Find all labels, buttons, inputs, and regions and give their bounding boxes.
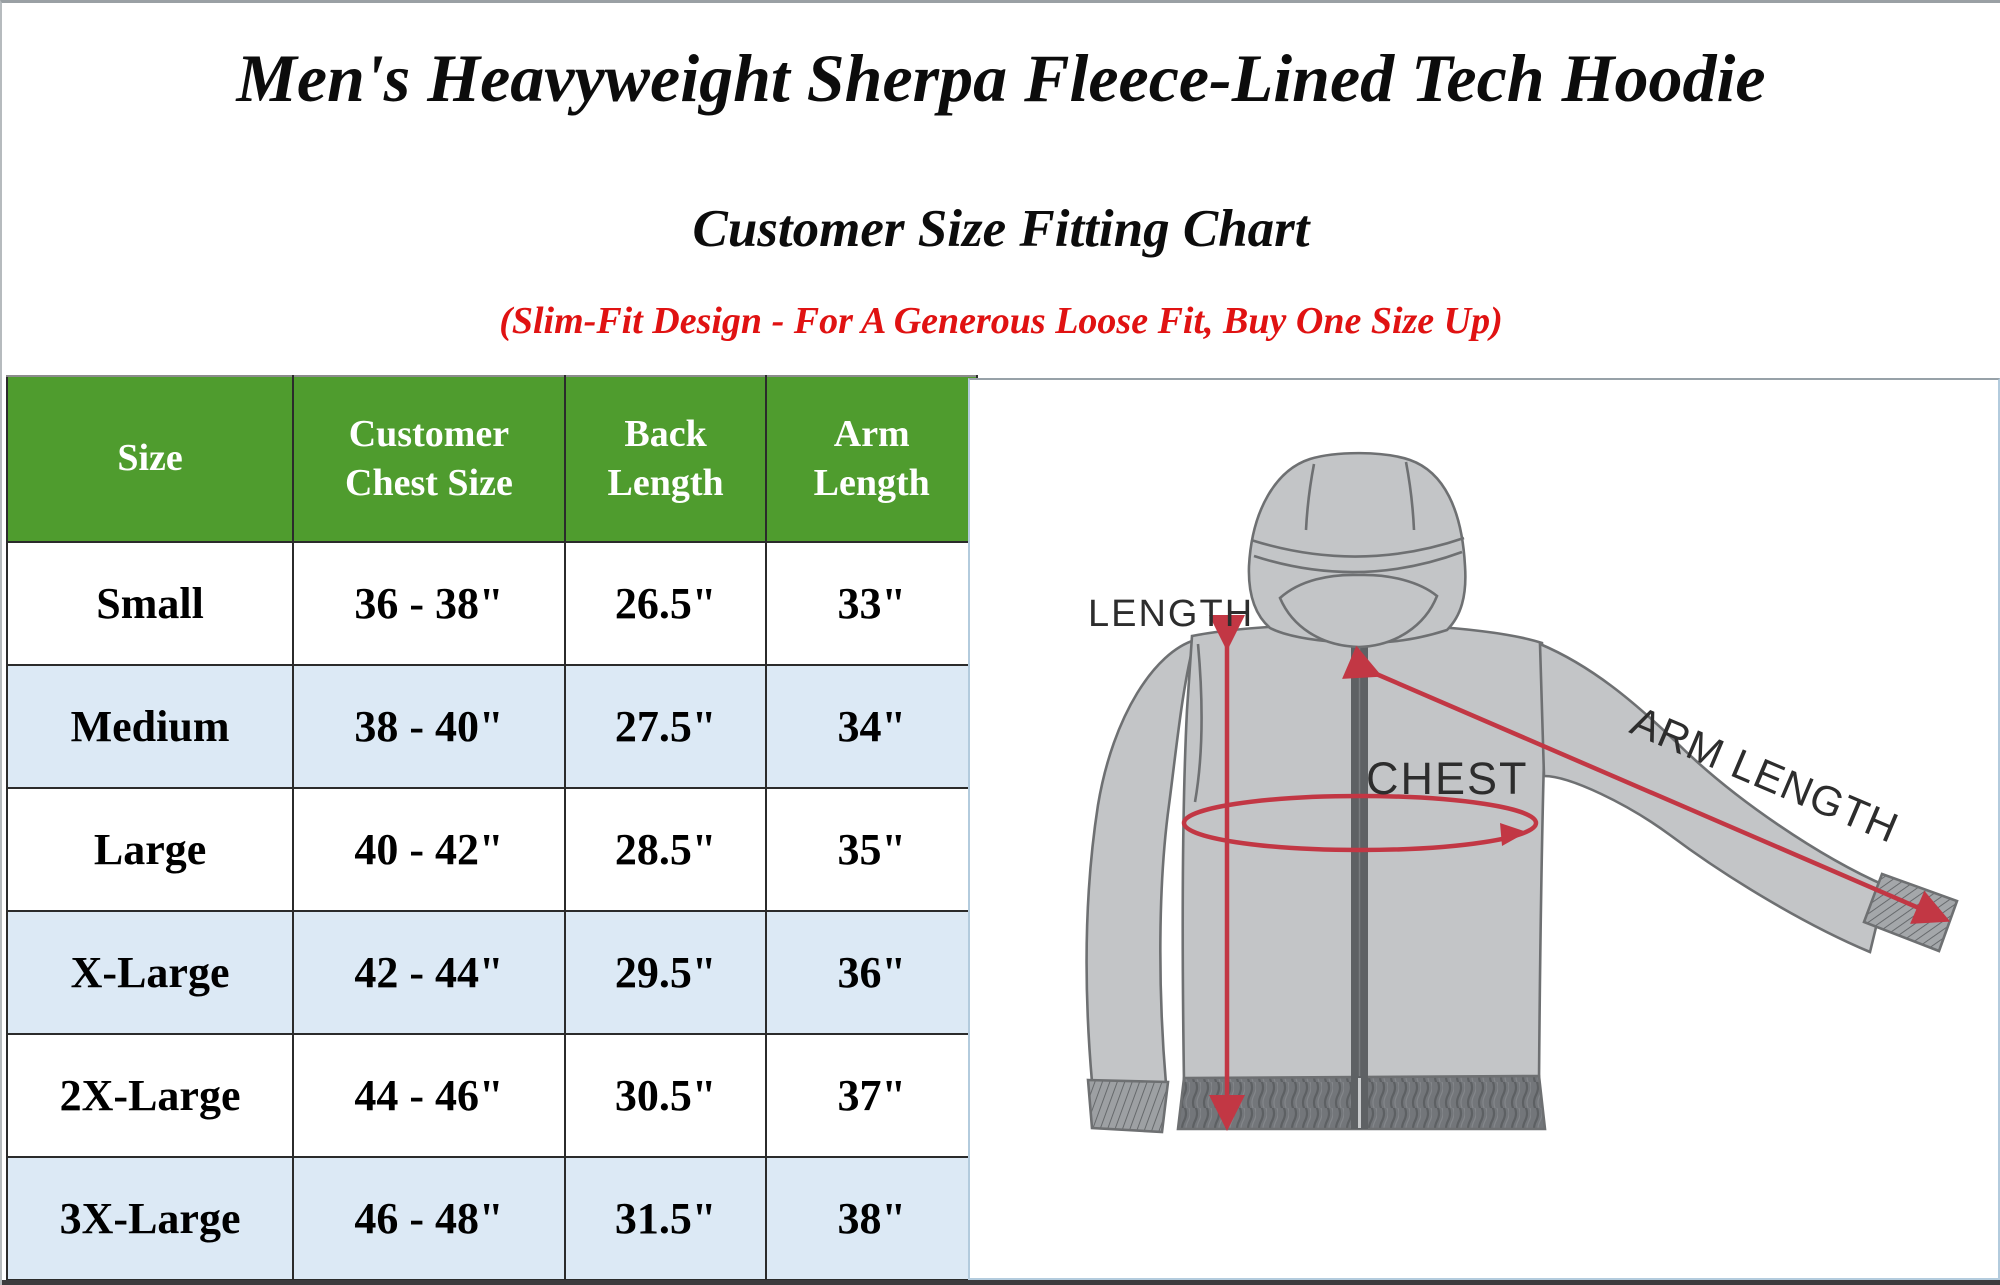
- hoodie-zipper: [1351, 613, 1368, 1129]
- size-value-cell: 36": [765, 910, 978, 1035]
- bottom-border-rule: [2, 1280, 2000, 1285]
- size-table-header-cell: Back Length: [563, 375, 768, 543]
- size-name-cell: 2X-Large: [5, 1033, 295, 1158]
- size-value-cell: 46 - 48": [292, 1156, 566, 1281]
- size-value-cell: 44 - 46": [292, 1033, 566, 1158]
- size-name-cell: Medium: [5, 664, 295, 789]
- measurement-annotations: [1181, 615, 1951, 1131]
- size-table-row: Large 40 - 42" 28.5" 35": [5, 787, 978, 912]
- size-value-cell: 38": [765, 1156, 978, 1281]
- size-table-row: Small 36 - 38" 26.5" 33": [5, 541, 978, 666]
- length-label: LENGTH: [1088, 593, 1254, 635]
- size-value-cell: 36 - 38": [292, 541, 566, 666]
- size-value-cell: 26.5": [563, 541, 768, 666]
- size-value-cell: 37": [765, 1033, 978, 1158]
- size-table-header-cell: Size: [5, 375, 295, 543]
- size-value-cell: 28.5": [563, 787, 768, 912]
- size-value-cell: 29.5": [563, 910, 768, 1035]
- size-value-cell: 33": [765, 541, 978, 666]
- size-value-cell: 30.5": [563, 1033, 768, 1158]
- size-table-row: Medium 38 - 40" 27.5" 34": [5, 664, 978, 789]
- size-table-header-cell: Customer Chest Size: [292, 375, 566, 543]
- hoodie-right-cuff: [1862, 872, 1959, 953]
- size-table-row: X-Large 42 - 44" 29.5" 36": [5, 910, 978, 1035]
- size-name-cell: Small: [5, 541, 295, 666]
- chest-label: CHEST: [1366, 753, 1529, 804]
- size-table-row: 2X-Large 44 - 46" 30.5" 37": [5, 1033, 978, 1158]
- size-name-cell: X-Large: [5, 910, 295, 1035]
- size-table: Size Customer Chest Size Back Length Arm Le…: [5, 375, 978, 1281]
- size-table-row: 3X-Large 46 - 48" 31.5" 38": [5, 1156, 978, 1281]
- size-value-cell: 40 - 42": [292, 787, 566, 912]
- size-value-cell: 35": [765, 787, 978, 912]
- size-value-cell: 34": [765, 664, 978, 789]
- size-name-cell: Large: [5, 787, 295, 912]
- chart-subtitle: Customer Size Fitting Chart: [692, 200, 1310, 258]
- size-name-cell: 3X-Large: [5, 1156, 295, 1281]
- size-value-cell: 31.5": [563, 1156, 768, 1281]
- hoodie-measurement-diagram: LENGTH CHEST ARM LENGTH: [1085, 451, 1959, 1134]
- size-table-header-row: Size Customer Chest Size Back Length Arm Le…: [5, 375, 978, 543]
- hoodie-left-cuff: [1086, 1078, 1170, 1134]
- size-value-cell: 27.5": [563, 664, 768, 789]
- hoodie-left-sleeve: [1085, 638, 1197, 1086]
- chest-ellipse: [1181, 793, 1539, 853]
- size-value-cell: 42 - 44": [292, 910, 566, 1035]
- size-value-cell: 38 - 40": [292, 664, 566, 789]
- fit-note: (Slim-Fit Design - For A Generous Loose …: [499, 300, 1503, 342]
- measurement-diagram-panel: LENGTH CHEST ARM LENGTH: [968, 378, 2000, 1280]
- arm-length-arrow: [1342, 645, 1951, 924]
- product-title: Men's Heavyweight Sherpa Fleece-Lined Te…: [236, 40, 1766, 116]
- chest-arrowhead: [1500, 823, 1527, 846]
- size-table-header-cell: Arm Length: [765, 375, 978, 543]
- hoodie-face-opening: [1278, 573, 1439, 649]
